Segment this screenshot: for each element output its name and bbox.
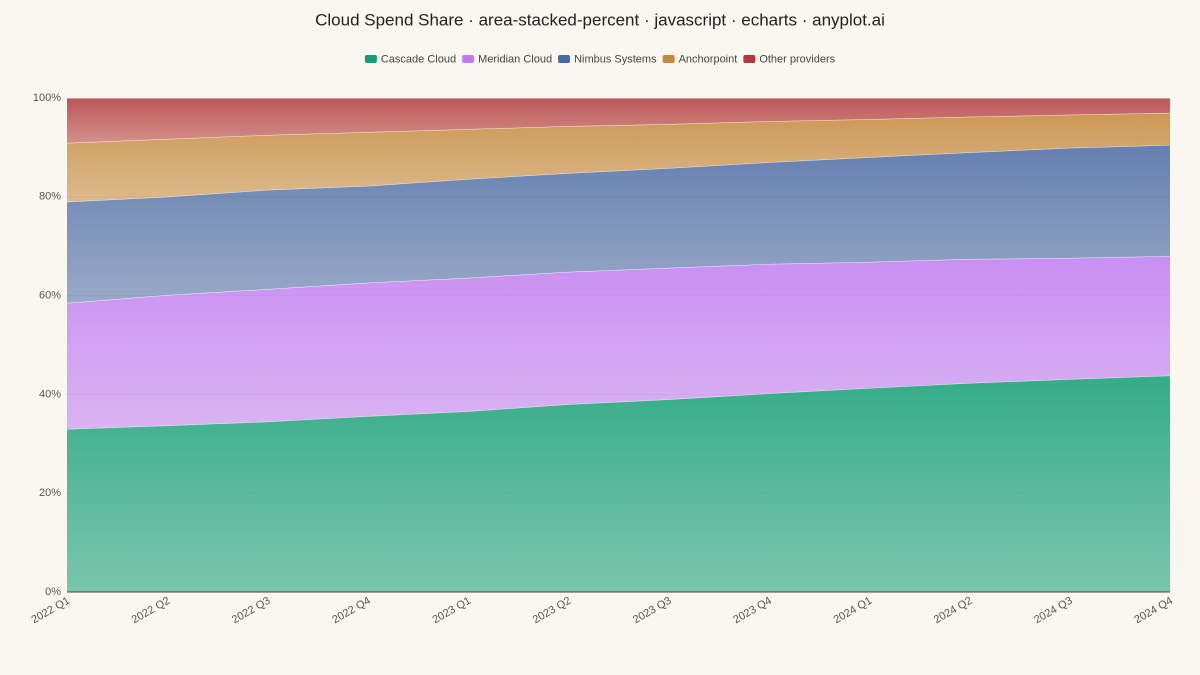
x-tick-label: 2024 Q4 <box>1132 595 1175 626</box>
legend-swatch <box>662 55 675 63</box>
legend-swatch <box>558 55 571 63</box>
y-tick-label: 80% <box>39 191 61 203</box>
legend-label: Meridian Cloud <box>478 53 552 65</box>
legend-swatch <box>364 55 377 63</box>
x-tick-label: 2023 Q3 <box>631 595 674 626</box>
x-tick-label: 2022 Q4 <box>330 595 373 626</box>
y-tick-label: 100% <box>33 92 61 104</box>
x-tick-label: 2022 Q2 <box>130 595 173 626</box>
x-tick-label: 2024 Q1 <box>832 595 875 626</box>
x-tick-label: 2024 Q3 <box>1032 595 1075 626</box>
legend-label: Cascade Cloud <box>381 53 456 65</box>
y-tick-label: 0% <box>45 586 61 598</box>
x-tick-label: 2022 Q3 <box>230 595 273 626</box>
y-tick-label: 60% <box>39 290 61 302</box>
y-tick-label: 40% <box>39 388 61 400</box>
x-tick-label: 2023 Q2 <box>531 595 574 626</box>
x-tick-label: 2024 Q2 <box>932 595 975 626</box>
x-tick-label: 2023 Q4 <box>731 595 774 626</box>
series-area <box>67 112 1170 202</box>
series-area <box>67 98 1170 143</box>
x-tick-label: 2023 Q1 <box>430 595 473 626</box>
y-tick-label: 20% <box>39 487 61 499</box>
x-tick-label: 2022 Q1 <box>29 595 72 626</box>
series-area <box>67 144 1170 304</box>
legend-label: Other providers <box>759 53 835 65</box>
legend-swatch <box>743 55 756 63</box>
legend-label: Nimbus Systems <box>574 53 657 65</box>
series-area <box>67 375 1170 592</box>
chart-title: Cloud Spend Share · area-stacked-percent… <box>315 10 885 29</box>
legend-label: Anchorpoint <box>679 53 738 65</box>
legend-swatch <box>462 55 475 63</box>
series-area <box>67 256 1170 429</box>
